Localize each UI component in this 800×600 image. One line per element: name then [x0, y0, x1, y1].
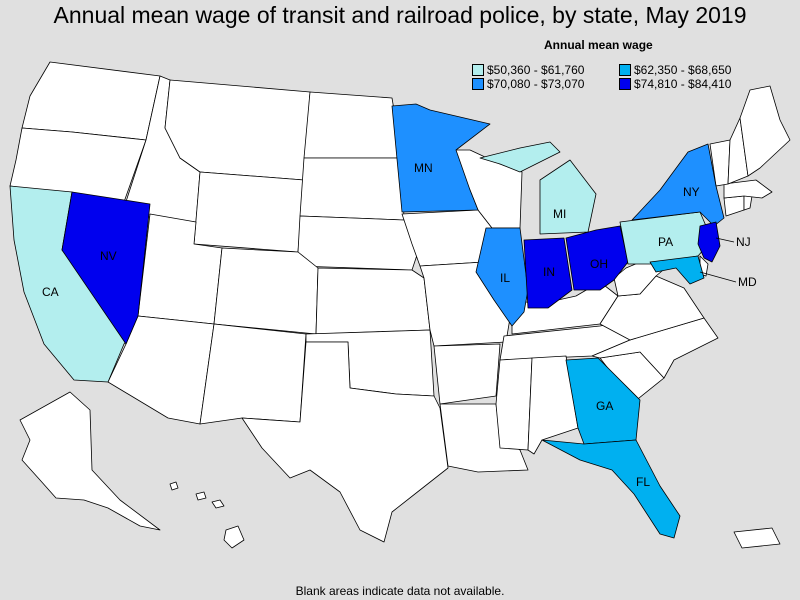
state-nm[interactable]	[199, 323, 307, 425]
state-fl[interactable]	[541, 439, 681, 539]
state-label-in: IN	[543, 265, 555, 279]
state-sd[interactable]	[299, 157, 405, 221]
state-ar[interactable]	[433, 343, 501, 405]
state-ri[interactable]	[743, 195, 753, 211]
state-il[interactable]	[475, 227, 529, 327]
state-label-ny: NY	[683, 185, 700, 199]
legend-swatch	[619, 78, 631, 90]
state-ma[interactable]	[723, 179, 773, 199]
legend-title: Annual mean wage	[544, 38, 653, 52]
legend-swatch	[472, 78, 484, 90]
state-mi-upper[interactable]	[479, 141, 561, 173]
state-label-mi: MI	[553, 207, 566, 221]
legend-label: $74,810 - $84,410	[634, 77, 732, 91]
state-co[interactable]	[213, 247, 319, 335]
state-ne[interactable]	[297, 215, 421, 271]
state-wa[interactable]	[21, 61, 161, 141]
state-label-pa: PA	[658, 235, 673, 249]
legend-item-bin-1: $50,360 - $61,760	[472, 63, 584, 77]
footnote: Blank areas indicate data not available.	[295, 584, 505, 598]
state-ms[interactable]	[495, 357, 533, 451]
nj-leader-line	[715, 237, 735, 243]
legend-swatch	[472, 64, 484, 76]
state-label-ca: CA	[42, 285, 59, 299]
state-hi[interactable]	[169, 481, 245, 549]
state-in[interactable]	[523, 237, 573, 309]
state-label-ga: GA	[596, 399, 613, 413]
state-label-oh: OH	[590, 257, 608, 271]
territory-pr[interactable]	[733, 527, 781, 549]
legend-swatch	[619, 64, 631, 76]
legend-item-bin-2: $62,350 - $68,650	[619, 63, 731, 77]
state-label-mn: MN	[414, 161, 433, 175]
state-label-md: MD	[738, 275, 757, 289]
state-wy[interactable]	[193, 171, 305, 253]
state-nd[interactable]	[303, 91, 403, 159]
state-mi[interactable]	[539, 159, 597, 235]
state-label-nv: NV	[100, 249, 117, 263]
legend-label: $70,080 - $73,070	[487, 77, 585, 91]
state-label-il: IL	[500, 271, 510, 285]
state-nv[interactable]	[61, 191, 151, 345]
state-oh[interactable]	[565, 225, 629, 291]
md-leader-line	[699, 271, 737, 283]
state-nj[interactable]	[697, 221, 721, 263]
state-ct[interactable]	[723, 195, 745, 217]
state-mn[interactable]	[391, 103, 491, 213]
state-ak[interactable]	[19, 391, 161, 531]
state-tx[interactable]	[241, 341, 449, 543]
state-me[interactable]	[739, 85, 791, 177]
state-label-nj: NJ	[736, 235, 751, 249]
state-label-fl: FL	[636, 475, 650, 489]
state-ny[interactable]	[631, 143, 725, 227]
state-md[interactable]	[649, 255, 705, 285]
legend-label: $62,350 - $68,650	[634, 63, 732, 77]
legend-label: $50,360 - $61,760	[487, 63, 585, 77]
legend-item-bin-4: $74,810 - $84,410	[619, 77, 731, 91]
legend-item-bin-3: $70,080 - $73,070	[472, 77, 584, 91]
state-ks[interactable]	[315, 267, 431, 335]
map-title: Annual mean wage of transit and railroad…	[53, 2, 747, 28]
